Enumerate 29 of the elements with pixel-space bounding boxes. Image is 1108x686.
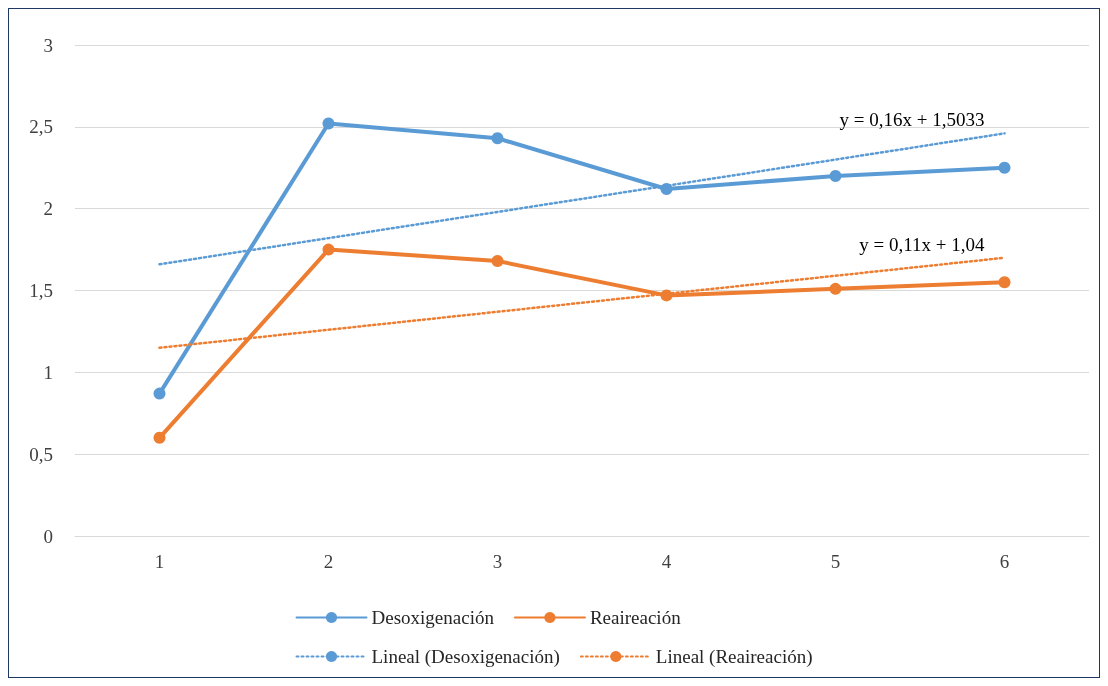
legend-label: Desoxigenación	[371, 607, 495, 628]
x-tick-label: 4	[661, 551, 672, 572]
y-tick-label: 1	[43, 361, 53, 383]
point	[153, 387, 166, 400]
x-tick-label: 2	[323, 551, 334, 572]
y-tick-label: 0,5	[29, 443, 53, 465]
x-tick-label: 3	[492, 551, 503, 572]
point	[322, 243, 335, 256]
point	[153, 431, 166, 444]
x-tick-label: 6	[999, 551, 1010, 572]
legend-label: Lineal (Desoxigenación)	[371, 646, 560, 668]
x-tick-label: 5	[830, 551, 841, 572]
point	[829, 282, 842, 295]
y-tick-label: 2,5	[29, 116, 53, 138]
y-tick-label: 3	[43, 34, 53, 56]
point	[491, 255, 504, 268]
legend-label: Reaireación	[589, 607, 682, 628]
annotation: y = 0,11x + 1,04	[859, 233, 985, 255]
y-tick-label: 1,5	[29, 280, 53, 301]
x-tick-label: 1	[154, 551, 165, 572]
point	[998, 276, 1011, 289]
annotation: y = 0,16x + 1,5033	[839, 109, 985, 131]
y-tick-label: 2	[43, 198, 53, 220]
point	[998, 161, 1011, 174]
point	[322, 117, 335, 130]
point	[491, 132, 504, 145]
legend-label: Lineal (Reaireación)	[655, 646, 813, 668]
y-tick-label: 0	[43, 525, 53, 547]
point	[829, 169, 842, 182]
